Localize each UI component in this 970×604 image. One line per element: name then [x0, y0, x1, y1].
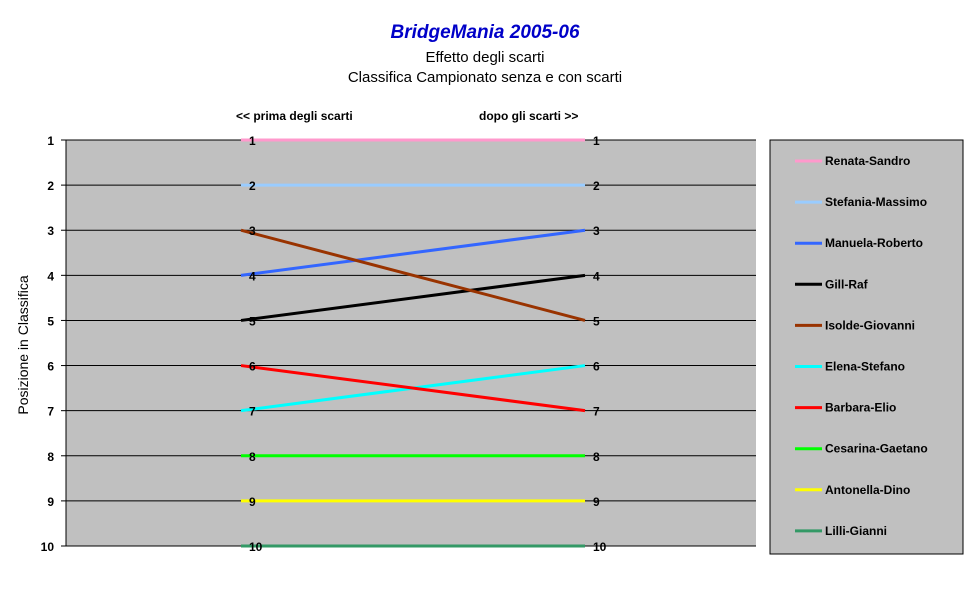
data-label: 6 [249, 360, 256, 374]
data-label: 10 [593, 540, 607, 554]
series-line [240, 228, 586, 277]
y-tick-label: 5 [47, 314, 54, 328]
y-tick-label: 6 [47, 360, 54, 374]
annotation-before: << prima degli scarti [236, 109, 353, 123]
series-line [240, 364, 586, 413]
legend-label: Cesarina-Gaetano [825, 442, 928, 456]
legend-label: Stefania-Massimo [825, 195, 927, 209]
chart-title: BridgeMania 2005-06 [390, 22, 580, 43]
y-tick-label: 2 [47, 179, 54, 193]
data-label: 8 [249, 450, 256, 464]
data-label: 5 [593, 314, 600, 328]
y-tick-label: 8 [47, 450, 54, 464]
y-tick-label: 7 [47, 405, 54, 419]
series-line [240, 273, 586, 322]
legend-label: Gill-Raf [825, 277, 869, 291]
legend-label: Barbara-Elio [825, 401, 896, 415]
y-tick-label: 9 [47, 495, 54, 509]
y-tick-label: 4 [47, 269, 54, 283]
data-label: 2 [249, 179, 256, 193]
data-label: 7 [593, 405, 600, 419]
data-label: 2 [593, 179, 600, 193]
legend-label: Manuela-Roberto [825, 236, 923, 250]
data-label: 1 [593, 134, 600, 148]
data-label: 3 [593, 224, 600, 238]
legend-label: Lilli-Gianni [825, 524, 887, 538]
plot-area [66, 140, 756, 546]
series-line [240, 228, 586, 322]
legend [769, 139, 964, 555]
y-tick-label: 3 [47, 224, 54, 238]
chart-subtitle-1: Effetto degli scarti [425, 49, 545, 66]
legend-label: Isolde-Giovanni [825, 318, 915, 332]
data-label: 10 [249, 540, 263, 554]
data-label: 4 [593, 269, 600, 283]
legend-label: Antonella-Dino [825, 483, 910, 497]
data-label: 7 [249, 405, 256, 419]
data-label: 9 [249, 495, 256, 509]
data-label: 3 [249, 224, 256, 238]
legend-label: Renata-Sandro [825, 154, 910, 168]
data-label: 6 [593, 360, 600, 374]
data-label: 5 [249, 314, 256, 328]
annotation-after: dopo gli scarti >> [479, 109, 579, 123]
data-label: 4 [249, 269, 256, 283]
chart-subtitle-2: Classifica Campionato senza e con scarti [347, 69, 623, 86]
y-tick-label: 10 [41, 540, 55, 554]
data-label: 9 [593, 495, 600, 509]
data-label: 1 [249, 134, 256, 148]
data-label: 8 [593, 450, 600, 464]
legend-label: Elena-Stefano [825, 360, 905, 374]
y-tick-label: 1 [47, 134, 54, 148]
